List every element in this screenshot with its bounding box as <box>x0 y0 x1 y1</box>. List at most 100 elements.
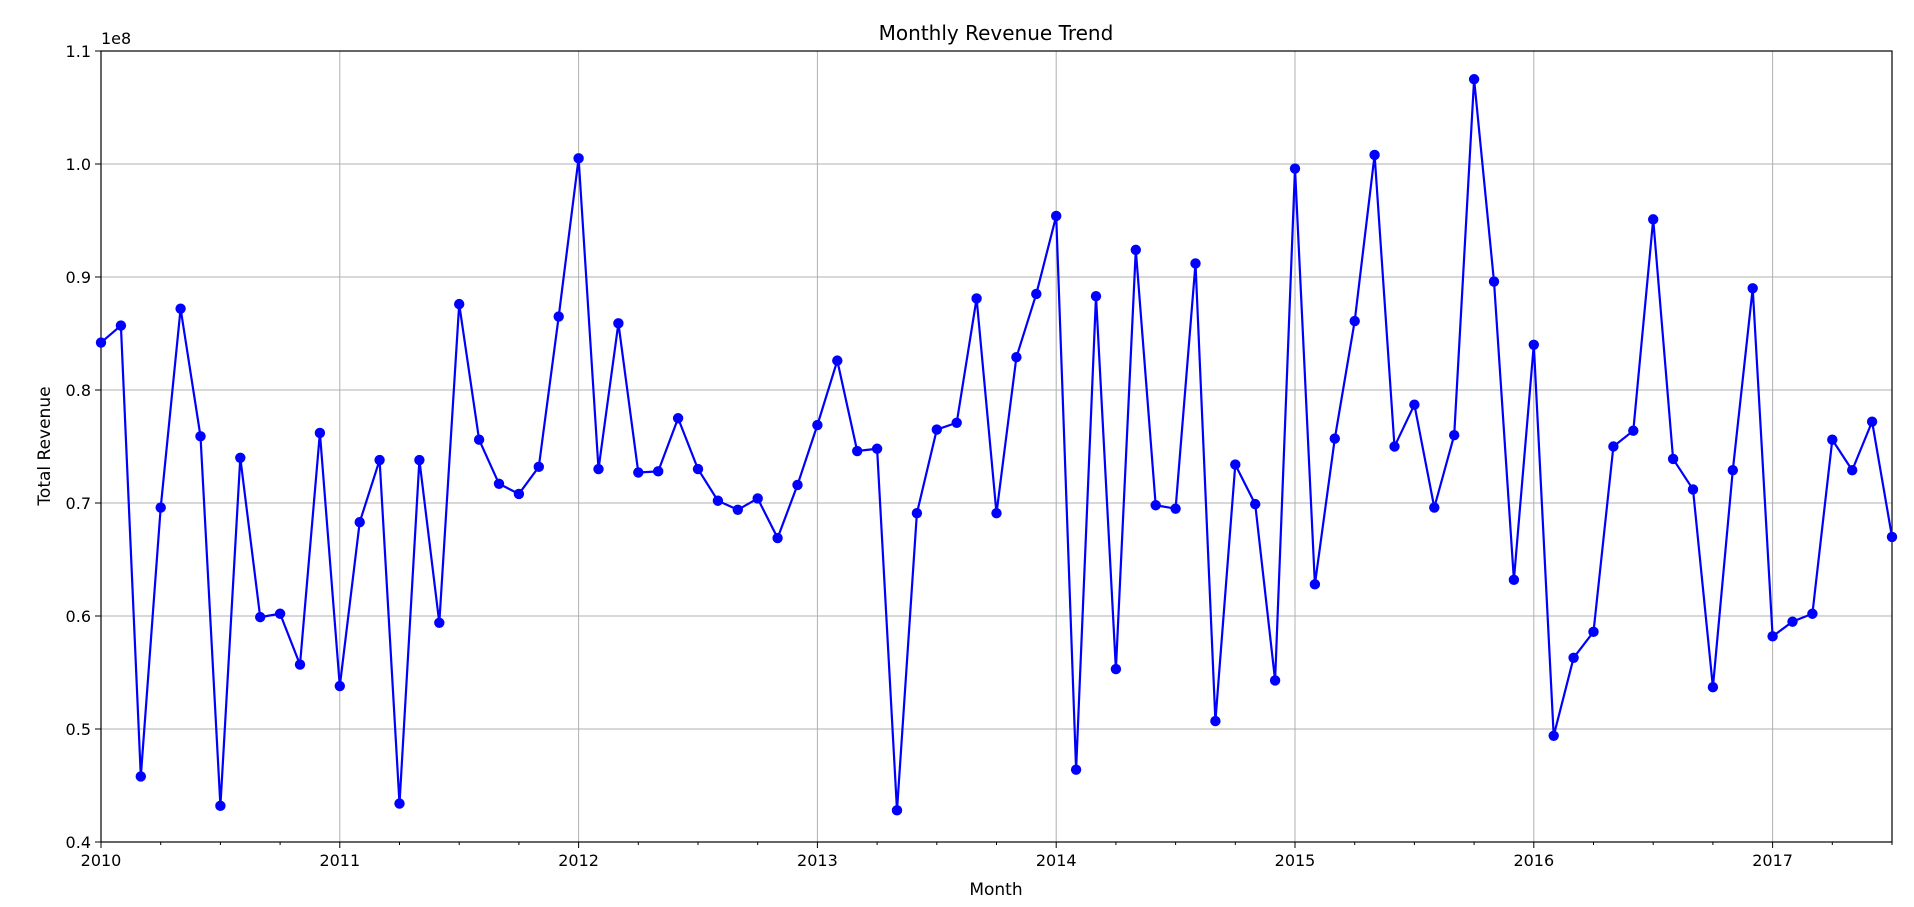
data-point <box>1508 574 1520 586</box>
y-tick-label: 0.7 <box>66 494 91 513</box>
data-point <box>1070 764 1082 775</box>
y-tick-label: 1.0 <box>66 155 91 174</box>
data-point <box>1429 502 1440 513</box>
data-point <box>1568 652 1579 664</box>
data-point <box>1827 434 1838 445</box>
data-point <box>414 454 425 466</box>
data-point <box>1230 459 1241 470</box>
data-point <box>255 611 266 623</box>
data-point <box>513 488 525 500</box>
series-line <box>100 78 1894 812</box>
data-point <box>115 320 127 331</box>
grid-layer <box>100 50 1892 843</box>
data-point <box>911 507 923 519</box>
data-point <box>1528 339 1540 350</box>
data-point <box>1648 214 1659 225</box>
x-tick-label: 2017 <box>1752 851 1793 870</box>
data-point <box>1588 626 1599 638</box>
y-axis-label: Total Revenue <box>35 386 55 506</box>
data-point <box>1269 675 1281 686</box>
data-point <box>812 419 823 431</box>
data-point <box>1707 681 1719 693</box>
data-point <box>473 434 485 445</box>
data-point <box>832 355 843 366</box>
data-point <box>294 659 306 670</box>
data-point <box>1608 441 1619 452</box>
data-point <box>573 153 584 164</box>
x-tick-label: 2011 <box>319 851 360 870</box>
data-point <box>1449 430 1460 441</box>
data-point <box>772 532 783 544</box>
data-point <box>1667 453 1679 465</box>
data-point <box>334 680 345 692</box>
data-point <box>1548 730 1559 741</box>
data-point <box>712 495 724 506</box>
data-point <box>653 466 664 477</box>
data-point <box>394 798 405 809</box>
data-point <box>732 504 743 515</box>
data-point <box>1051 210 1062 222</box>
data-point <box>235 452 246 463</box>
data-point <box>175 303 186 314</box>
data-point <box>215 800 226 812</box>
data-point <box>1210 715 1221 727</box>
y-tick-label: 0.5 <box>66 720 91 739</box>
data-point <box>672 413 684 424</box>
data-point <box>1349 315 1360 327</box>
data-point <box>891 805 903 816</box>
series-layer <box>95 74 1898 816</box>
data-point <box>692 463 704 475</box>
data-point <box>1847 465 1858 476</box>
data-point <box>991 507 1002 519</box>
data-point <box>1866 416 1878 427</box>
data-point <box>454 298 465 310</box>
data-point <box>354 517 365 528</box>
data-point <box>95 337 107 348</box>
data-point <box>493 478 505 489</box>
data-point <box>1309 579 1321 590</box>
data-point <box>1727 465 1739 476</box>
data-point <box>1488 276 1500 287</box>
x-tick-label: 2014 <box>1036 851 1077 870</box>
data-point <box>1031 288 1042 300</box>
x-tick-label: 2016 <box>1513 851 1554 870</box>
y-tick-label: 0.4 <box>66 833 91 852</box>
data-point <box>1150 500 1161 511</box>
data-point <box>792 479 803 491</box>
data-point <box>951 417 962 428</box>
data-point <box>1090 291 1102 302</box>
chart-title: Monthly Revenue Trend <box>879 21 1114 45</box>
data-point <box>1468 74 1480 85</box>
data-point <box>1409 399 1420 410</box>
data-point <box>1767 631 1778 642</box>
x-tick-label: 2015 <box>1275 851 1316 870</box>
data-point <box>613 318 624 329</box>
data-point <box>1289 163 1301 174</box>
data-point <box>1011 352 1022 363</box>
data-point <box>135 771 146 782</box>
data-point <box>553 311 564 322</box>
data-point <box>274 608 286 619</box>
data-point <box>971 293 982 304</box>
data-point <box>434 617 445 628</box>
y-tick-label: 0.9 <box>66 268 91 287</box>
data-point <box>1170 503 1181 514</box>
y-offset-label: 1e8 <box>101 29 131 48</box>
data-point <box>1747 283 1758 294</box>
data-point <box>1190 258 1201 269</box>
data-point <box>1329 433 1341 444</box>
data-point <box>871 443 883 454</box>
data-point <box>314 427 326 439</box>
axis-layer: 0.4 0.5 0.6 0.7 0.8 0.9 1.0 1.1 2010 2011 2012 2013… <box>66 42 1893 870</box>
data-point <box>752 493 763 504</box>
x-axis-label: Month <box>969 880 1022 900</box>
data-point <box>633 467 644 478</box>
data-point <box>1687 484 1699 495</box>
data-point <box>931 424 942 435</box>
data-point <box>1787 616 1798 627</box>
data-point <box>195 431 206 442</box>
data-point <box>1110 663 1122 675</box>
data-point <box>374 454 385 466</box>
